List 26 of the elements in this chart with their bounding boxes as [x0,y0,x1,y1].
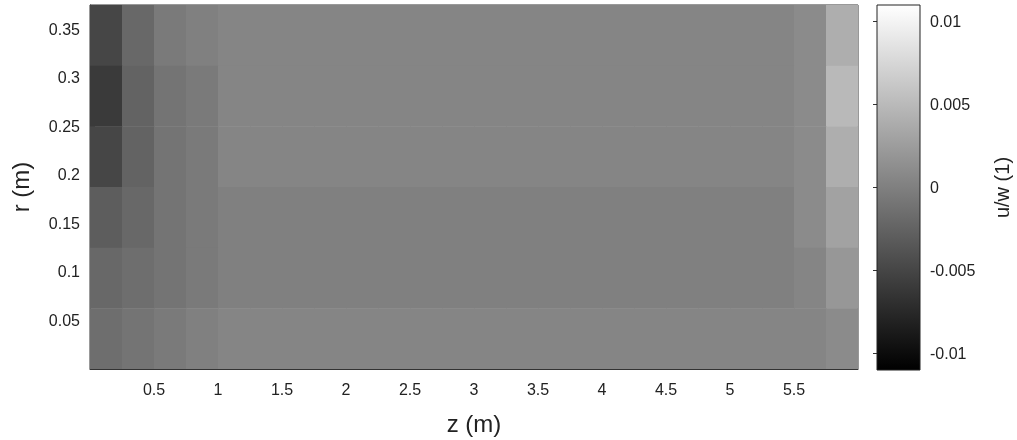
x-tick-label: 5.5 [782,380,806,398]
y-tick-label: 0.25 [48,117,81,135]
y-tick-label: 0.15 [48,214,81,232]
x-tick-label: 4.5 [654,380,678,398]
x-tick-label: 5 [725,380,735,398]
color-bar-label: 0.005 [930,96,971,114]
x-tick-label: 0.5 [142,380,166,398]
x-tick-label: 2 [341,380,351,398]
y-tick-label: 0.35 [48,20,81,38]
color-bar-label: -0.01 [930,344,967,362]
y-tick-label: 0.1 [57,263,81,281]
color-bar-label: 0 [930,179,939,196]
y-axis-title: r (m) [6,161,34,213]
x-tick-label: 2.5 [398,380,422,398]
x-tick-label: 1 [213,380,223,398]
x-tick-label: 4 [597,380,607,398]
y-tick-label: 0.2 [57,166,81,184]
color-bar-title: u/w (1) [991,156,1013,219]
color-bar-label: -0.005 [930,261,976,279]
y-tick-label: 0.3 [57,69,81,87]
x-tick-label: 3 [469,380,479,398]
color-bar-label: 0.01 [930,13,962,31]
y-tick-label: 0.05 [48,311,81,329]
x-axis-title: z (m) [446,409,502,437]
x-tick-label: 3.5 [526,380,550,398]
x-tick-label: 1.5 [270,380,294,398]
